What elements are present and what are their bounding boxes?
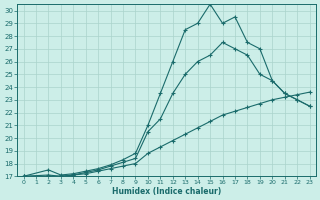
X-axis label: Humidex (Indice chaleur): Humidex (Indice chaleur) <box>112 187 221 196</box>
